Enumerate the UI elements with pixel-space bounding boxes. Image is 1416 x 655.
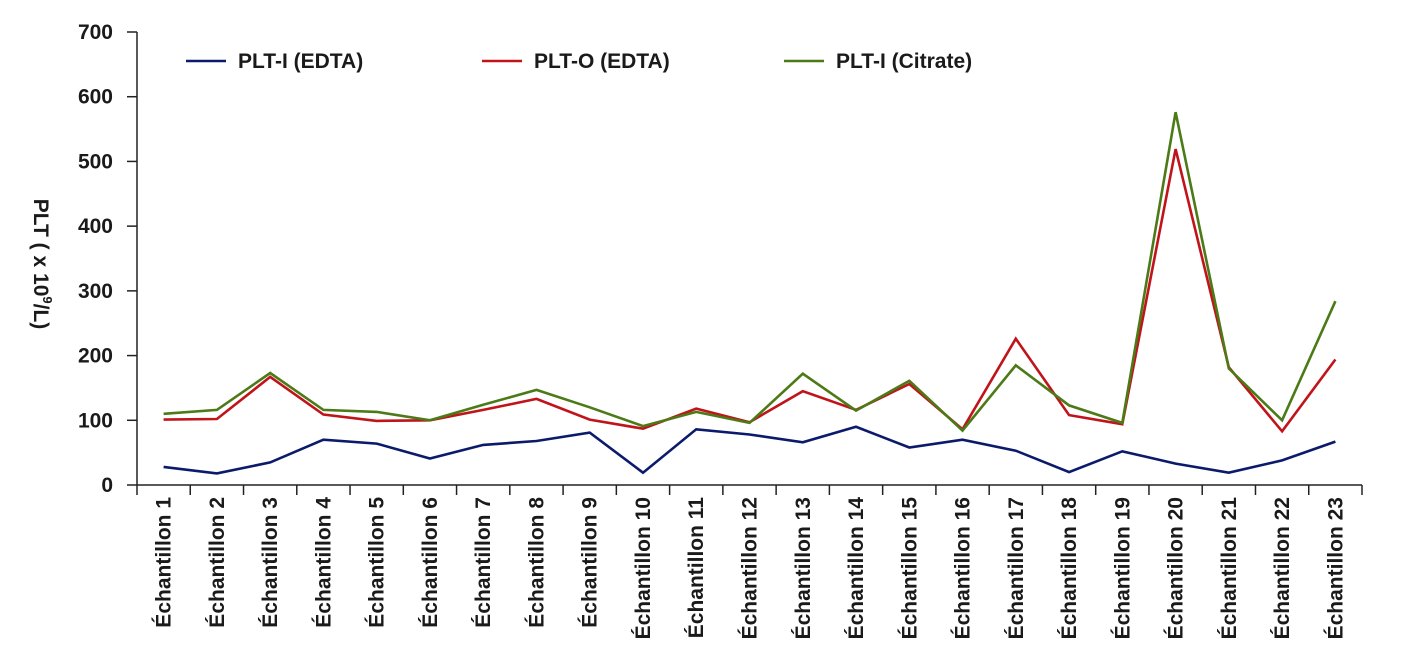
series-line-2 xyxy=(163,111,1337,433)
x-tick-label: Échantillon 9 xyxy=(579,497,602,628)
x-tick-label: Échantillon 2 xyxy=(206,497,229,628)
x-tick-label: Échantillon 12 xyxy=(739,497,762,639)
x-tick-label: Échantillon 8 xyxy=(525,497,548,628)
legend: PLT-I (EDTA) PLT-O (EDTA) PLT-I (Citrate) xyxy=(186,50,972,73)
y-tick-label: 600 xyxy=(78,86,113,109)
x-tick-label: Échantillon 3 xyxy=(259,497,282,628)
x-tick-label: Échantillon 16 xyxy=(952,497,975,639)
x-axis: Échantillon 1 Échantillon 2 Échantillon 3 É… xyxy=(136,484,1363,640)
x-tick-label: Échantillon 11 xyxy=(685,497,708,639)
y-tick-label: 700 xyxy=(78,21,113,44)
y-axis-title: PLT ( x 109/L) xyxy=(29,199,55,330)
x-tick-label: Échantillon 18 xyxy=(1058,497,1081,640)
x-tick-label: Échantillon 19 xyxy=(1111,497,1134,639)
x-tick-label: Échantillon 7 xyxy=(472,497,495,628)
x-tick-label: Échantillon 10 xyxy=(632,497,655,639)
x-tick-label: Échantillon 6 xyxy=(419,497,442,628)
x-tick-label: Échantillon 17 xyxy=(1005,497,1028,639)
x-tick-label: Échantillon 22 xyxy=(1271,497,1294,639)
y-tick-label: 0 xyxy=(101,474,113,497)
y-axis: 0 100 200 300 400 500 600 700 xyxy=(78,21,138,497)
x-tick-label: Échantillon 21 xyxy=(1218,497,1241,640)
y-tick-label: 100 xyxy=(78,409,113,432)
x-tick-label: Échantillon 23 xyxy=(1324,497,1347,639)
legend-item: PLT-O (EDTA) xyxy=(482,50,670,73)
x-tick-label: Échantillon 1 xyxy=(153,497,176,628)
y-tick-label: 300 xyxy=(78,280,113,303)
y-tick-label: 200 xyxy=(78,345,113,368)
x-tick-label: Échantillon 5 xyxy=(366,497,389,628)
x-tick-label: Échantillon 20 xyxy=(1165,497,1188,639)
legend-label: PLT-I (Citrate) xyxy=(836,50,972,73)
series-line-0 xyxy=(163,425,1336,475)
x-tick-label: Échantillon 13 xyxy=(792,497,815,639)
legend-item: PLT-I (EDTA) xyxy=(186,50,363,73)
x-tick-label: Échantillon 15 xyxy=(898,497,921,640)
series-line-1 xyxy=(163,148,1337,434)
legend-item: PLT-I (Citrate) xyxy=(784,50,972,73)
legend-label: PLT-I (EDTA) xyxy=(238,50,363,73)
y-tick-label: 500 xyxy=(78,150,113,173)
y-tick-label: 400 xyxy=(78,215,113,238)
x-tick-label: Échantillon 14 xyxy=(845,497,868,640)
legend-label: PLT-O (EDTA) xyxy=(534,50,670,73)
x-tick-label: Échantillon 4 xyxy=(312,497,335,628)
series-lines xyxy=(163,111,1337,475)
